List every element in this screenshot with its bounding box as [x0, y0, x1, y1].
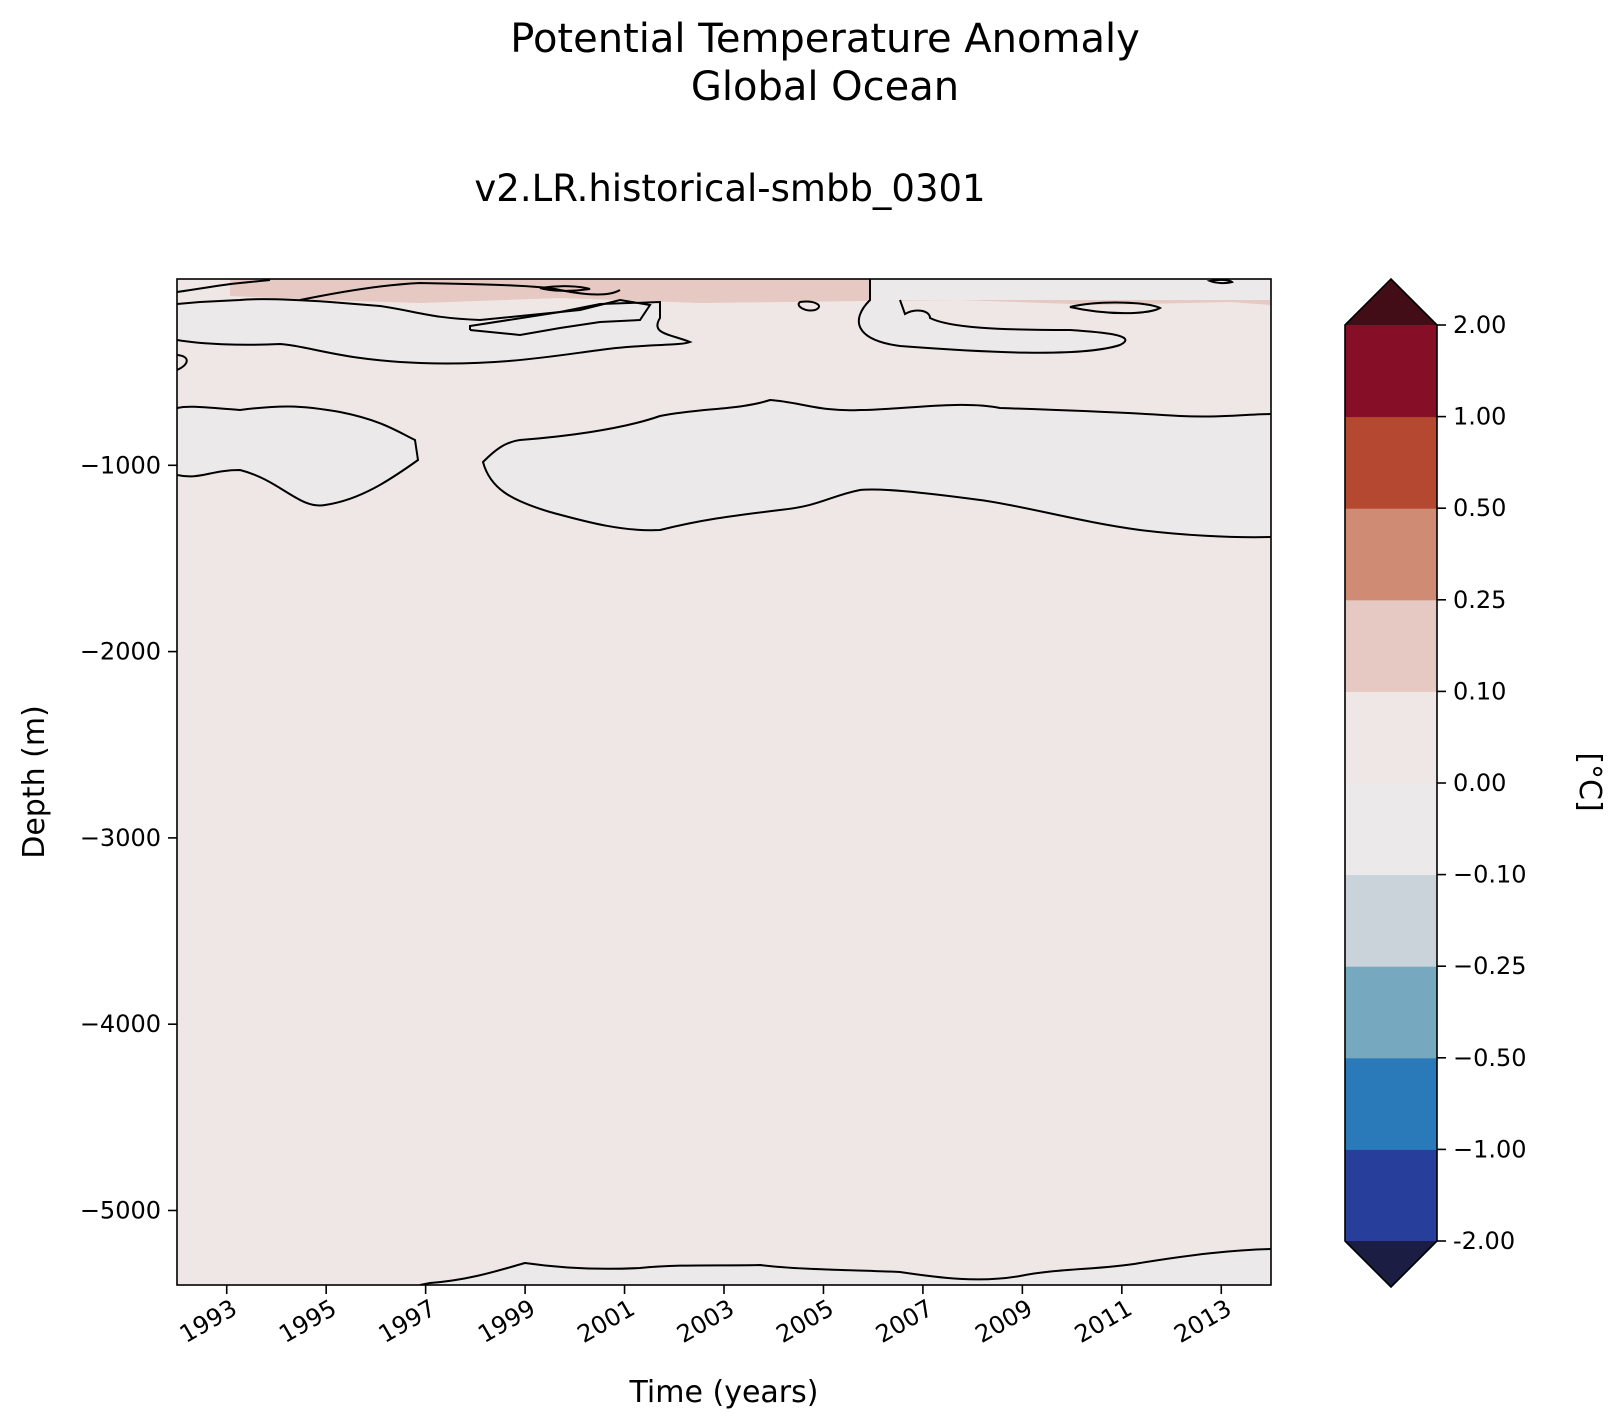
x-tick-label: 2007 [871, 1294, 938, 1349]
colorbar-segment [1345, 1057, 1437, 1150]
contour-line [539, 285, 591, 292]
colorbar-tick-label: 0.00 [1453, 769, 1506, 797]
y-tick-label: −4000 [80, 1010, 161, 1038]
colorbar-segment [1345, 325, 1437, 418]
chart-title-line-1: Potential Temperature Anomaly [510, 16, 1140, 62]
colorbar: -2.00 −1.00 −0.50 −0.25 −0.10 0.00 0.10 0.25 0.5… [1344, 277, 1527, 1289]
colorbar-tick-label: −1.00 [1453, 1135, 1527, 1163]
heatmap-intermediate-negative-east [483, 400, 1271, 538]
zero-contour-lines [177, 279, 1271, 1285]
heatmap-bottom-negative-layer [420, 1249, 1271, 1285]
colorbar-tick-label: −0.50 [1453, 1044, 1527, 1072]
heatmap-upper-negative-band [177, 279, 1271, 364]
y-axis-label: Depth (m) [17, 705, 52, 859]
y-tick-label: −1000 [80, 451, 161, 479]
contour-line [177, 300, 693, 365]
y-tick-label: −5000 [80, 1196, 161, 1224]
colorbar-label: [°C] [1572, 752, 1607, 811]
colorbar-tick-label: 0.50 [1453, 494, 1506, 522]
colorbar-tick-label: −0.25 [1453, 952, 1527, 980]
colorbar-segment [1345, 966, 1437, 1059]
contour-line [299, 281, 621, 301]
y-tick-label: −2000 [80, 638, 161, 666]
contour-line [1206, 279, 1234, 285]
x-tick-label: 1999 [473, 1294, 540, 1349]
x-tick-label: 1995 [274, 1294, 341, 1349]
x-tick-label: 2013 [1169, 1294, 1236, 1349]
chart-title-line-2: Global Ocean [690, 64, 960, 110]
y-axis: −1000 −2000 −3000 −4000 −5000 [80, 451, 177, 1224]
colorbar-tick-label: 2.00 [1453, 311, 1506, 339]
x-axis-label: Time (years) [629, 1375, 819, 1410]
contour-line [177, 405, 420, 507]
colorbar-segment [1345, 691, 1437, 784]
contour-line [481, 398, 1271, 539]
colorbar-tick-label: 0.10 [1453, 677, 1506, 705]
colorbar-tick-label: 1.00 [1453, 403, 1506, 431]
colorbar-tick-label: -2.00 [1453, 1227, 1515, 1255]
colorbar-segment [1345, 1149, 1437, 1242]
contour-line [419, 1248, 1271, 1285]
contour-line [857, 279, 1127, 354]
contour-line [177, 354, 188, 371]
x-axis: 1993 1995 1997 1999 2001 2003 2005 2007 2009 2011… [175, 1285, 1236, 1349]
colorbar-segment [1345, 874, 1437, 967]
colorbar-extend-max [1345, 279, 1437, 325]
x-tick-label: 1997 [374, 1294, 441, 1349]
x-tick-label: 2011 [1070, 1294, 1137, 1349]
contour-line [177, 298, 652, 337]
x-tick-label: 2005 [772, 1294, 839, 1349]
heatmap-intermediate-negative-west [177, 406, 418, 506]
contour-line [797, 300, 820, 312]
colorbar-segment [1345, 783, 1437, 876]
x-tick-label: 2003 [672, 1294, 739, 1349]
colorbar-tick-label: −0.10 [1453, 861, 1527, 889]
contour-line [1069, 301, 1162, 315]
x-tick-label: 2001 [573, 1294, 640, 1349]
colorbar-tick-label: 0.25 [1453, 586, 1506, 614]
contour-line [177, 279, 271, 293]
chart-subtitle: v2.LR.historical-smbb_0301 [474, 167, 986, 210]
plot-area [177, 279, 1271, 1285]
colorbar-segment [1345, 416, 1437, 509]
colorbar-segment [1345, 599, 1437, 692]
colorbar-segment [1345, 508, 1437, 601]
y-tick-label: −3000 [80, 824, 161, 852]
colorbar-extend-min [1345, 1241, 1437, 1287]
x-tick-label: 2009 [970, 1294, 1037, 1349]
x-tick-label: 1993 [175, 1294, 242, 1349]
